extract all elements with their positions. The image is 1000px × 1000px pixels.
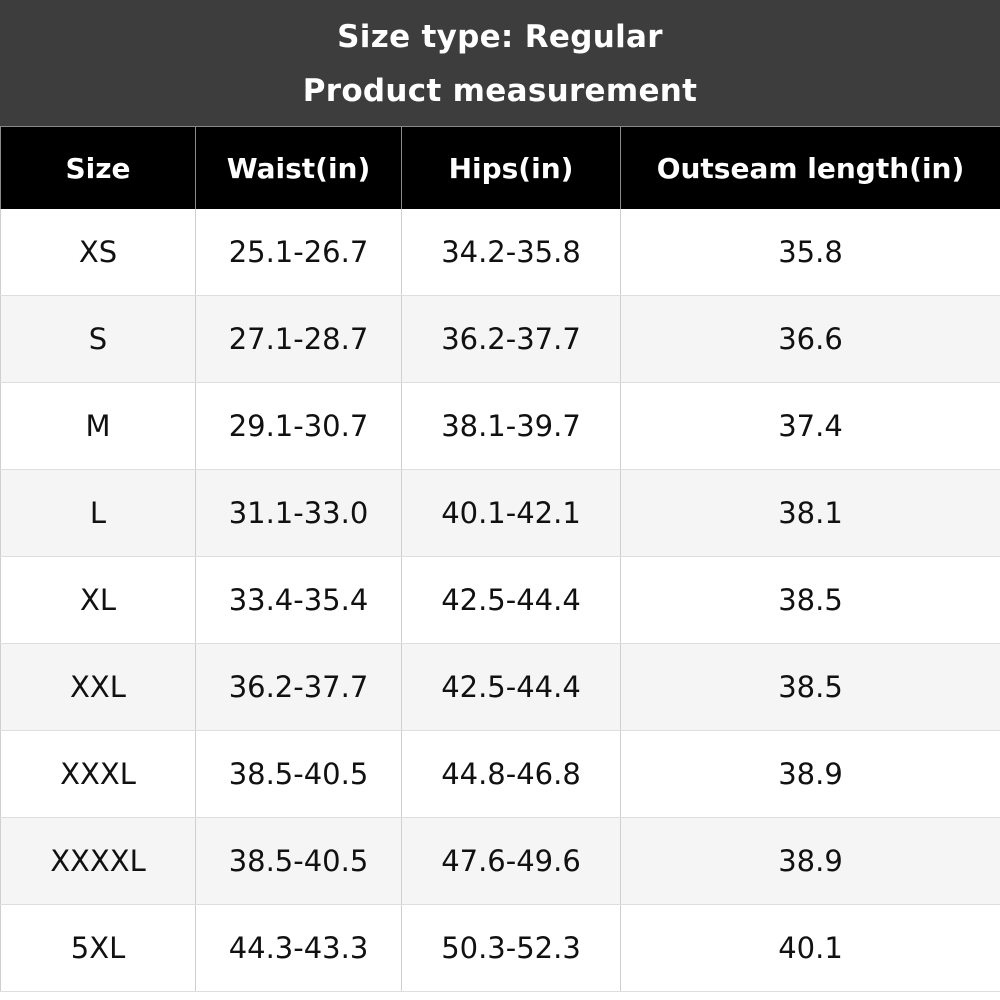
header-waist: Waist(in) bbox=[195, 126, 402, 209]
header-row: Size Waist(in) Hips(in) Outseam length(i… bbox=[0, 126, 1000, 209]
product-measurement-title: Product measurement bbox=[302, 73, 698, 109]
cell-outseam: 38.9 bbox=[620, 817, 1000, 905]
cell-waist: 27.1-28.7 bbox=[195, 295, 402, 383]
cell-size: XXL bbox=[0, 643, 196, 731]
cell-waist: 36.2-37.7 bbox=[195, 643, 402, 731]
cell-outseam: 35.8 bbox=[620, 209, 1000, 296]
cell-hips: 34.2-35.8 bbox=[401, 209, 621, 296]
table-row: XXXXL 38.5-40.5 47.6-49.6 38.9 bbox=[0, 817, 1000, 905]
cell-size: XL bbox=[0, 556, 196, 644]
cell-outseam: 38.9 bbox=[620, 730, 1000, 818]
cell-size: XXXL bbox=[0, 730, 196, 818]
cell-waist: 31.1-33.0 bbox=[195, 469, 402, 557]
cell-hips: 50.3-52.3 bbox=[401, 904, 621, 992]
cell-hips: 42.5-44.4 bbox=[401, 556, 621, 644]
cell-waist: 25.1-26.7 bbox=[195, 209, 402, 296]
cell-size: L bbox=[0, 469, 196, 557]
cell-waist: 29.1-30.7 bbox=[195, 382, 402, 470]
cell-hips: 44.8-46.8 bbox=[401, 730, 621, 818]
table-row: XL 33.4-35.4 42.5-44.4 38.5 bbox=[0, 556, 1000, 644]
cell-waist: 38.5-40.5 bbox=[195, 817, 402, 905]
cell-hips: 47.6-49.6 bbox=[401, 817, 621, 905]
cell-hips: 36.2-37.7 bbox=[401, 295, 621, 383]
cell-size: 5XL bbox=[0, 904, 196, 992]
cell-outseam: 40.1 bbox=[620, 904, 1000, 992]
cell-hips: 40.1-42.1 bbox=[401, 469, 621, 557]
title-bar: Size type: Regular Product measurement bbox=[0, 0, 1000, 126]
cell-hips: 42.5-44.4 bbox=[401, 643, 621, 731]
header-size: Size bbox=[0, 126, 196, 209]
cell-size: S bbox=[0, 295, 196, 383]
size-table: Size Waist(in) Hips(in) Outseam length(i… bbox=[0, 126, 1000, 992]
cell-outseam: 38.5 bbox=[620, 643, 1000, 731]
cell-waist: 38.5-40.5 bbox=[195, 730, 402, 818]
table-row: XXL 36.2-37.7 42.5-44.4 38.5 bbox=[0, 643, 1000, 731]
header-hips: Hips(in) bbox=[401, 126, 621, 209]
size-type-title: Size type: Regular bbox=[337, 19, 663, 55]
cell-waist: 44.3-43.3 bbox=[195, 904, 402, 992]
cell-outseam: 38.5 bbox=[620, 556, 1000, 644]
table-row: 5XL 44.3-43.3 50.3-52.3 40.1 bbox=[0, 904, 1000, 992]
cell-outseam: 37.4 bbox=[620, 382, 1000, 470]
table-row: XXXL 38.5-40.5 44.8-46.8 38.9 bbox=[0, 730, 1000, 818]
cell-size: M bbox=[0, 382, 196, 470]
cell-outseam: 36.6 bbox=[620, 295, 1000, 383]
header-outseam-length: Outseam length(in) bbox=[620, 126, 1000, 209]
table-row: S 27.1-28.7 36.2-37.7 36.6 bbox=[0, 295, 1000, 383]
cell-size: XXXXL bbox=[0, 817, 196, 905]
cell-waist: 33.4-35.4 bbox=[195, 556, 402, 644]
cell-outseam: 38.1 bbox=[620, 469, 1000, 557]
cell-size: XS bbox=[0, 209, 196, 296]
table-row: XS 25.1-26.7 34.2-35.8 35.8 bbox=[0, 209, 1000, 296]
cell-hips: 38.1-39.7 bbox=[401, 382, 621, 470]
table-row: M 29.1-30.7 38.1-39.7 37.4 bbox=[0, 382, 1000, 470]
table-row: L 31.1-33.0 40.1-42.1 38.1 bbox=[0, 469, 1000, 557]
